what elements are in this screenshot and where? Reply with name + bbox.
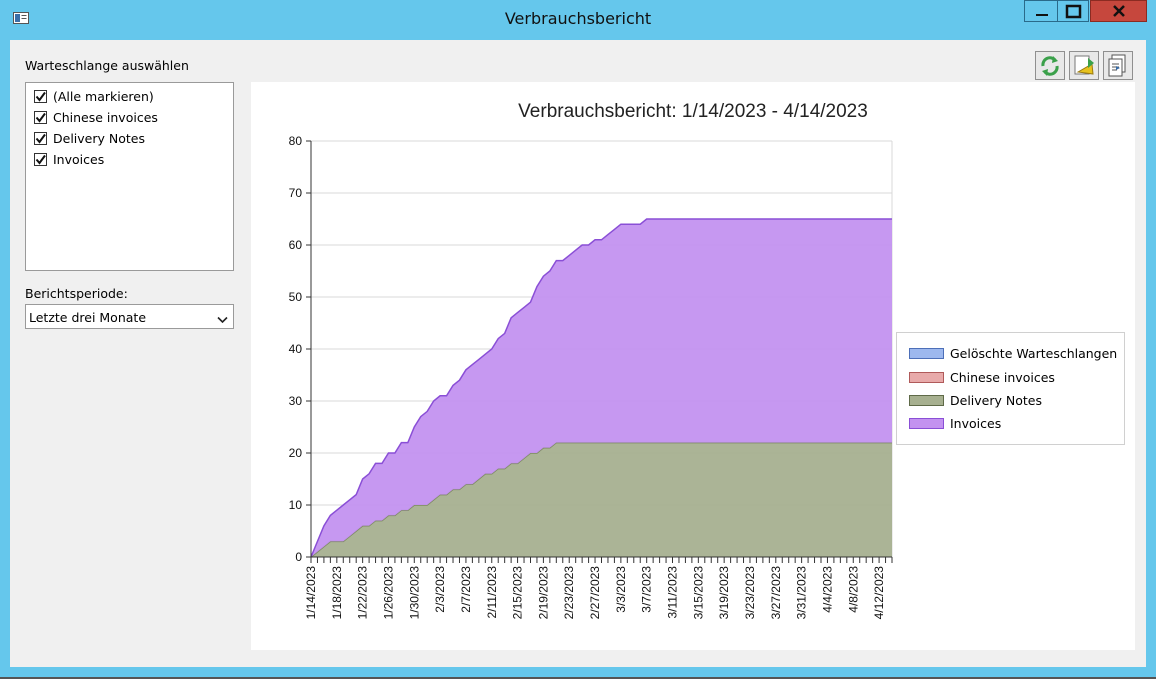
queue-item-label: (Alle markieren): [53, 88, 154, 104]
x-tick-label: 3/11/2023: [666, 566, 680, 619]
x-tick-label: 4/8/2023: [846, 566, 860, 613]
client-area: Warteschlange auswählen (Alle markieren)…: [10, 40, 1146, 667]
area-series-3: [311, 219, 892, 557]
window-bottom-edge: [0, 677, 1156, 679]
legend-swatch: [909, 347, 944, 359]
queue-select-label: Warteschlange auswählen: [25, 58, 189, 73]
y-tick-label: 60: [289, 238, 303, 252]
y-tick-label: 80: [289, 134, 303, 148]
x-tick-label: 2/23/2023: [562, 566, 576, 620]
x-tick-label: 3/19/2023: [717, 566, 731, 620]
window-title: Verbrauchsbericht: [504, 9, 652, 28]
app-icon[interactable]: [13, 12, 29, 24]
x-tick-label: 1/18/2023: [330, 566, 344, 620]
x-tick-label: 3/31/2023: [795, 566, 809, 620]
queue-item-delivery-notes[interactable]: Delivery Notes: [34, 128, 145, 148]
refresh-icon: [1041, 56, 1059, 76]
maximize-icon: [1065, 4, 1082, 19]
minimize-icon: [1036, 14, 1048, 16]
close-button[interactable]: [1090, 0, 1147, 22]
area-series-line-3: [310, 218, 892, 558]
legend-item-chinese-invoices: Chinese invoices: [909, 368, 1055, 386]
queue-item-invoices[interactable]: Invoices: [34, 149, 104, 169]
x-tick-label: 2/7/2023: [459, 566, 473, 613]
report-period-label: Berichtsperiode:: [25, 286, 128, 301]
checkbox-checked-icon[interactable]: [34, 131, 47, 145]
queue-item-label: Invoices: [53, 151, 105, 167]
usage-chart-svg: Verbrauchsbericht: 1/14/2023 - 4/14/2023…: [289, 101, 893, 620]
report-period-select[interactable]: Letzte drei Monate: [25, 304, 234, 329]
x-tick-label: 3/27/2023: [769, 566, 783, 620]
x-tick-label: 3/15/2023: [691, 566, 705, 620]
x-tick-label: 1/22/2023: [356, 566, 370, 620]
title-bar: Verbrauchsbericht: [0, 0, 1156, 40]
x-tick-label: 2/19/2023: [536, 566, 550, 620]
legend-swatch: [909, 371, 944, 383]
y-tick-label: 20: [289, 446, 303, 460]
x-tick-label: 2/3/2023: [433, 566, 447, 613]
x-tick-label: 4/12/2023: [872, 566, 886, 620]
queue-item-chinese-invoices[interactable]: Chinese invoices: [34, 107, 158, 127]
export-button[interactable]: [1069, 51, 1099, 80]
chevron-down-icon: [217, 312, 228, 327]
refresh-button[interactable]: [1035, 51, 1065, 80]
x-tick-label: 2/27/2023: [588, 566, 602, 620]
checkbox-checked-icon[interactable]: [34, 89, 47, 103]
legend-item-delivery-notes: Delivery Notes: [909, 391, 1042, 409]
y-tick-label: 0: [295, 550, 302, 564]
y-tick-label: 30: [289, 394, 303, 408]
x-tick-label: 3/7/2023: [640, 566, 654, 613]
y-tick-label: 40: [289, 342, 303, 356]
x-tick-label: 3/23/2023: [743, 566, 757, 620]
y-tick-label: 10: [289, 498, 303, 512]
legend-label: Invoices: [950, 415, 1002, 431]
checkbox-checked-icon[interactable]: [34, 152, 47, 166]
queue-checklist[interactable]: (Alle markieren) Chinese invoices Delive…: [25, 82, 234, 271]
queue-item-label: Chinese invoices: [53, 109, 158, 125]
queue-item-label: Delivery Notes: [53, 130, 145, 146]
legend-swatch: [909, 394, 944, 406]
legend-label: Delivery Notes: [950, 392, 1042, 408]
legend-item-deleted-queues: Gelöschte Warteschlangen: [909, 344, 1117, 362]
area-series-2: [311, 442, 892, 557]
copy-report-icon: [1108, 54, 1126, 77]
minimize-button[interactable]: [1024, 0, 1058, 22]
legend-swatch: [909, 417, 944, 429]
x-tick-label: 2/11/2023: [485, 566, 499, 619]
export-icon: [1074, 55, 1094, 75]
legend-label: Gelöschte Warteschlangen: [950, 345, 1118, 361]
legend-label: Chinese invoices: [950, 369, 1055, 385]
legend-item-invoices: Invoices: [909, 414, 1001, 432]
chart-title: Verbrauchsbericht: 1/14/2023 - 4/14/2023: [518, 101, 868, 122]
y-tick-label: 50: [289, 290, 303, 304]
y-tick-label: 70: [289, 186, 303, 200]
x-tick-label: 1/26/2023: [381, 566, 395, 620]
x-tick-label: 4/4/2023: [820, 566, 834, 613]
queue-item-all[interactable]: (Alle markieren): [34, 86, 154, 106]
chart-legend: Gelöschte Warteschlangen Chinese invoice…: [896, 332, 1125, 445]
x-tick-label: 2/15/2023: [511, 566, 525, 620]
x-tick-label: 1/30/2023: [407, 566, 421, 620]
close-icon: [1113, 5, 1125, 17]
checkbox-checked-icon[interactable]: [34, 110, 47, 124]
report-period-value: Letzte drei Monate: [29, 310, 147, 325]
usage-chart: Verbrauchsbericht: 1/14/2023 - 4/14/2023…: [251, 82, 1135, 650]
x-tick-label: 3/3/2023: [614, 566, 628, 613]
maximize-button[interactable]: [1058, 0, 1089, 22]
copy-report-button[interactable]: [1103, 51, 1133, 80]
x-tick-label: 1/14/2023: [304, 566, 318, 620]
